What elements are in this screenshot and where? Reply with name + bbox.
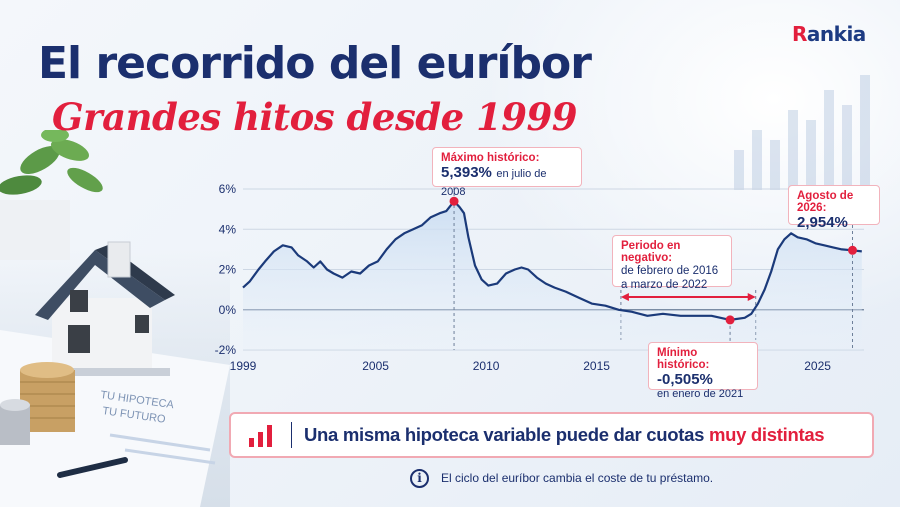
banner-separator xyxy=(291,422,292,448)
max-point xyxy=(449,196,459,206)
min-callout-title: Mínimo histórico: xyxy=(657,347,710,371)
info-icon: i xyxy=(410,468,429,488)
house-icon xyxy=(35,241,175,376)
page-subtitle: Grandes hitos desde 1999 xyxy=(52,95,578,139)
negative-period-callout: Periodo en negativo: de febrero de 2016 … xyxy=(612,235,732,291)
message-banner: Una misma hipoteca variable puede dar cu… xyxy=(229,412,874,458)
bar-chart-icon xyxy=(231,414,291,456)
last-callout-title: Agosto de 2026: xyxy=(797,190,854,214)
last-point xyxy=(848,245,858,255)
max-callout: Máximo histórico: 5,393% en julio de 200… xyxy=(432,147,582,198)
min-point xyxy=(725,315,735,325)
info-note-text: El ciclo del euríbor cambia el coste de … xyxy=(441,471,714,485)
max-callout-title: Máximo histórico: xyxy=(441,152,540,164)
y-tick-label: 2% xyxy=(219,263,237,277)
arrow-head-right xyxy=(747,293,756,301)
y-tick-label: 4% xyxy=(219,222,237,236)
series-line xyxy=(242,200,862,321)
banner-text: Una misma hipoteca variable puede dar cu… xyxy=(304,424,825,445)
info-note: i El ciclo del euríbor cambia el coste d… xyxy=(410,467,713,489)
max-callout-value: 5,393% xyxy=(441,164,492,181)
max-callout-suffix: en julio de 2008 xyxy=(441,168,547,198)
min-callout-value: -0,505% xyxy=(657,371,713,388)
negative-callout-title: Periodo en negativo: xyxy=(621,240,681,264)
negative-callout-line1: de febrero de 2016 xyxy=(621,265,719,277)
x-tick-label: 2005 xyxy=(362,359,389,373)
arrow-head-left xyxy=(620,293,629,301)
x-tick-label: 2025 xyxy=(804,359,831,373)
x-tick-label: 2015 xyxy=(583,359,610,373)
x-tick-label: 1999 xyxy=(230,359,257,373)
y-tick-label: 0% xyxy=(219,303,237,317)
page-title: El recorrido del euríbor xyxy=(38,38,592,89)
x-tick-label: 2010 xyxy=(473,359,500,373)
background-bars-decoration xyxy=(734,75,870,190)
plant-icon xyxy=(0,130,103,260)
negative-callout-line2: a marzo de 2022 xyxy=(621,279,708,291)
illustration: TU HIPOTECA TU FUTURO xyxy=(0,130,230,507)
y-tick-label: 6% xyxy=(219,182,237,196)
chart-markers xyxy=(449,187,858,350)
brand-logo[interactable]: Rankia xyxy=(792,22,866,46)
chart-ticks: 6% 4% 2% 0% -2% 1999 2005 2010 2015 2025 xyxy=(215,182,832,373)
min-callout-suffix: en enero de 2021 xyxy=(657,388,744,400)
min-callout: Mínimo histórico: -0,505% en enero de 20… xyxy=(648,342,758,400)
last-callout-value: 2,954% xyxy=(797,214,848,231)
coins-icon xyxy=(0,362,75,445)
last-value-callout: Agosto de 2026: 2,954% xyxy=(788,185,880,231)
y-tick-label: -2% xyxy=(215,343,237,357)
